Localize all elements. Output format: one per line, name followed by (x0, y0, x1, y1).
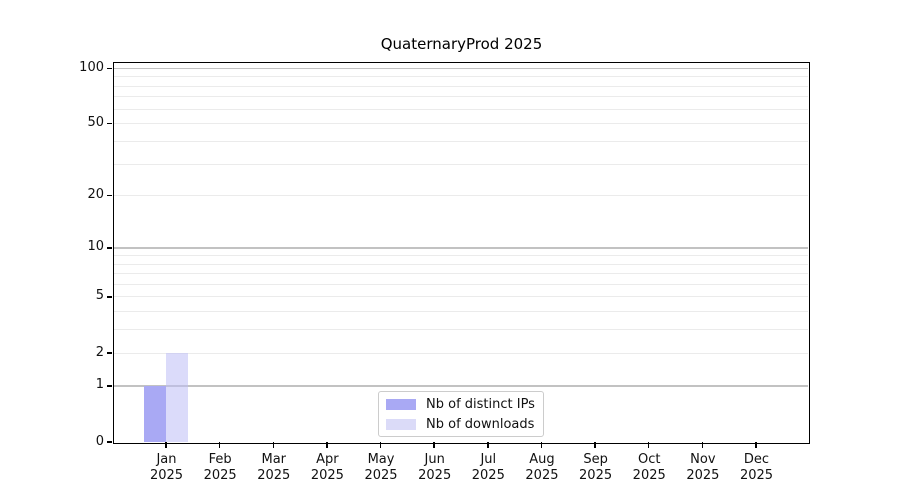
x-tick-label: Apr 2025 (310, 452, 344, 483)
y-gridline-major (114, 385, 808, 387)
y-gridline-minor (114, 108, 808, 110)
x-tick-label: May 2025 (364, 452, 398, 483)
y-tick (107, 385, 112, 387)
y-tick (107, 122, 112, 125)
y-tick (107, 247, 112, 249)
y-gridline-minor (114, 140, 808, 142)
y-gridline-minor (114, 311, 808, 313)
legend: Nb of distinct IPs Nb of downloads (378, 391, 544, 437)
x-tick (594, 442, 596, 448)
y-tick (107, 296, 112, 298)
y-gridline-minor (114, 263, 808, 265)
x-tick (701, 442, 704, 448)
x-tick (326, 442, 328, 448)
y-tick (107, 67, 112, 70)
x-tick (272, 442, 275, 448)
x-tick (647, 442, 650, 448)
chart-title: QuaternaryProd 2025 (380, 35, 543, 53)
y-tick-label: 100 (79, 59, 104, 75)
x-tick (218, 442, 221, 448)
y-gridline-minor (114, 123, 808, 125)
bar-downloads (166, 353, 188, 442)
legend-item: Nb of distinct IPs (386, 397, 536, 412)
y-gridline-minor (114, 352, 808, 354)
y-gridline-minor (114, 296, 808, 298)
y-gridline-major (114, 67, 808, 70)
x-tick (540, 442, 543, 448)
x-tick-label: Sep 2025 (579, 452, 613, 483)
x-tick-label: Dec 2025 (739, 452, 774, 483)
y-tick-label: 20 (87, 187, 104, 203)
y-tick (107, 441, 112, 443)
y-gridline-minor (114, 255, 808, 257)
x-tick (433, 442, 435, 448)
x-tick-label: Jun 2025 (418, 452, 452, 483)
x-tick (755, 442, 757, 448)
legend-label-distinct-ips: Nb of distinct IPs (426, 396, 535, 412)
x-tick (379, 442, 382, 448)
y-gridline-major (114, 247, 808, 249)
y-tick-label: 1 (95, 377, 104, 393)
y-gridline-minor (114, 85, 808, 87)
y-gridline-minor (114, 273, 808, 275)
x-tick-label: Jan 2025 (149, 452, 184, 483)
plot-area (107, 62, 810, 448)
x-tick-label: Mar 2025 (257, 452, 291, 483)
y-gridline-minor (114, 76, 808, 78)
y-tick-label: 5 (95, 288, 104, 304)
y-tick (107, 194, 112, 197)
legend-label-downloads: Nb of downloads (426, 416, 535, 432)
x-tick-label: Nov 2025 (686, 452, 720, 483)
x-tick (165, 442, 167, 448)
y-tick (107, 352, 112, 354)
y-gridline-minor (114, 163, 808, 165)
y-tick-label: 10 (87, 239, 104, 255)
y-tick-label: 2 (95, 344, 104, 360)
bar-distinct-ips (144, 385, 166, 442)
y-gridline-minor (114, 195, 808, 197)
y-tick-label: 50 (87, 115, 104, 131)
x-tick-label: Jul 2025 (471, 452, 505, 483)
x-tick-label: Oct 2025 (632, 452, 666, 483)
y-gridline-minor (114, 329, 808, 331)
y-gridline-minor (114, 96, 808, 98)
y-gridline-minor (114, 283, 808, 285)
x-tick (487, 442, 489, 448)
legend-swatch-distinct-ips (386, 398, 416, 410)
x-tick-label: Feb 2025 (203, 452, 237, 483)
legend-item: Nb of downloads (386, 417, 536, 432)
x-tick-label: Aug 2025 (525, 452, 559, 483)
y-tick-label: 0 (95, 433, 104, 449)
legend-swatch-downloads (386, 418, 416, 430)
